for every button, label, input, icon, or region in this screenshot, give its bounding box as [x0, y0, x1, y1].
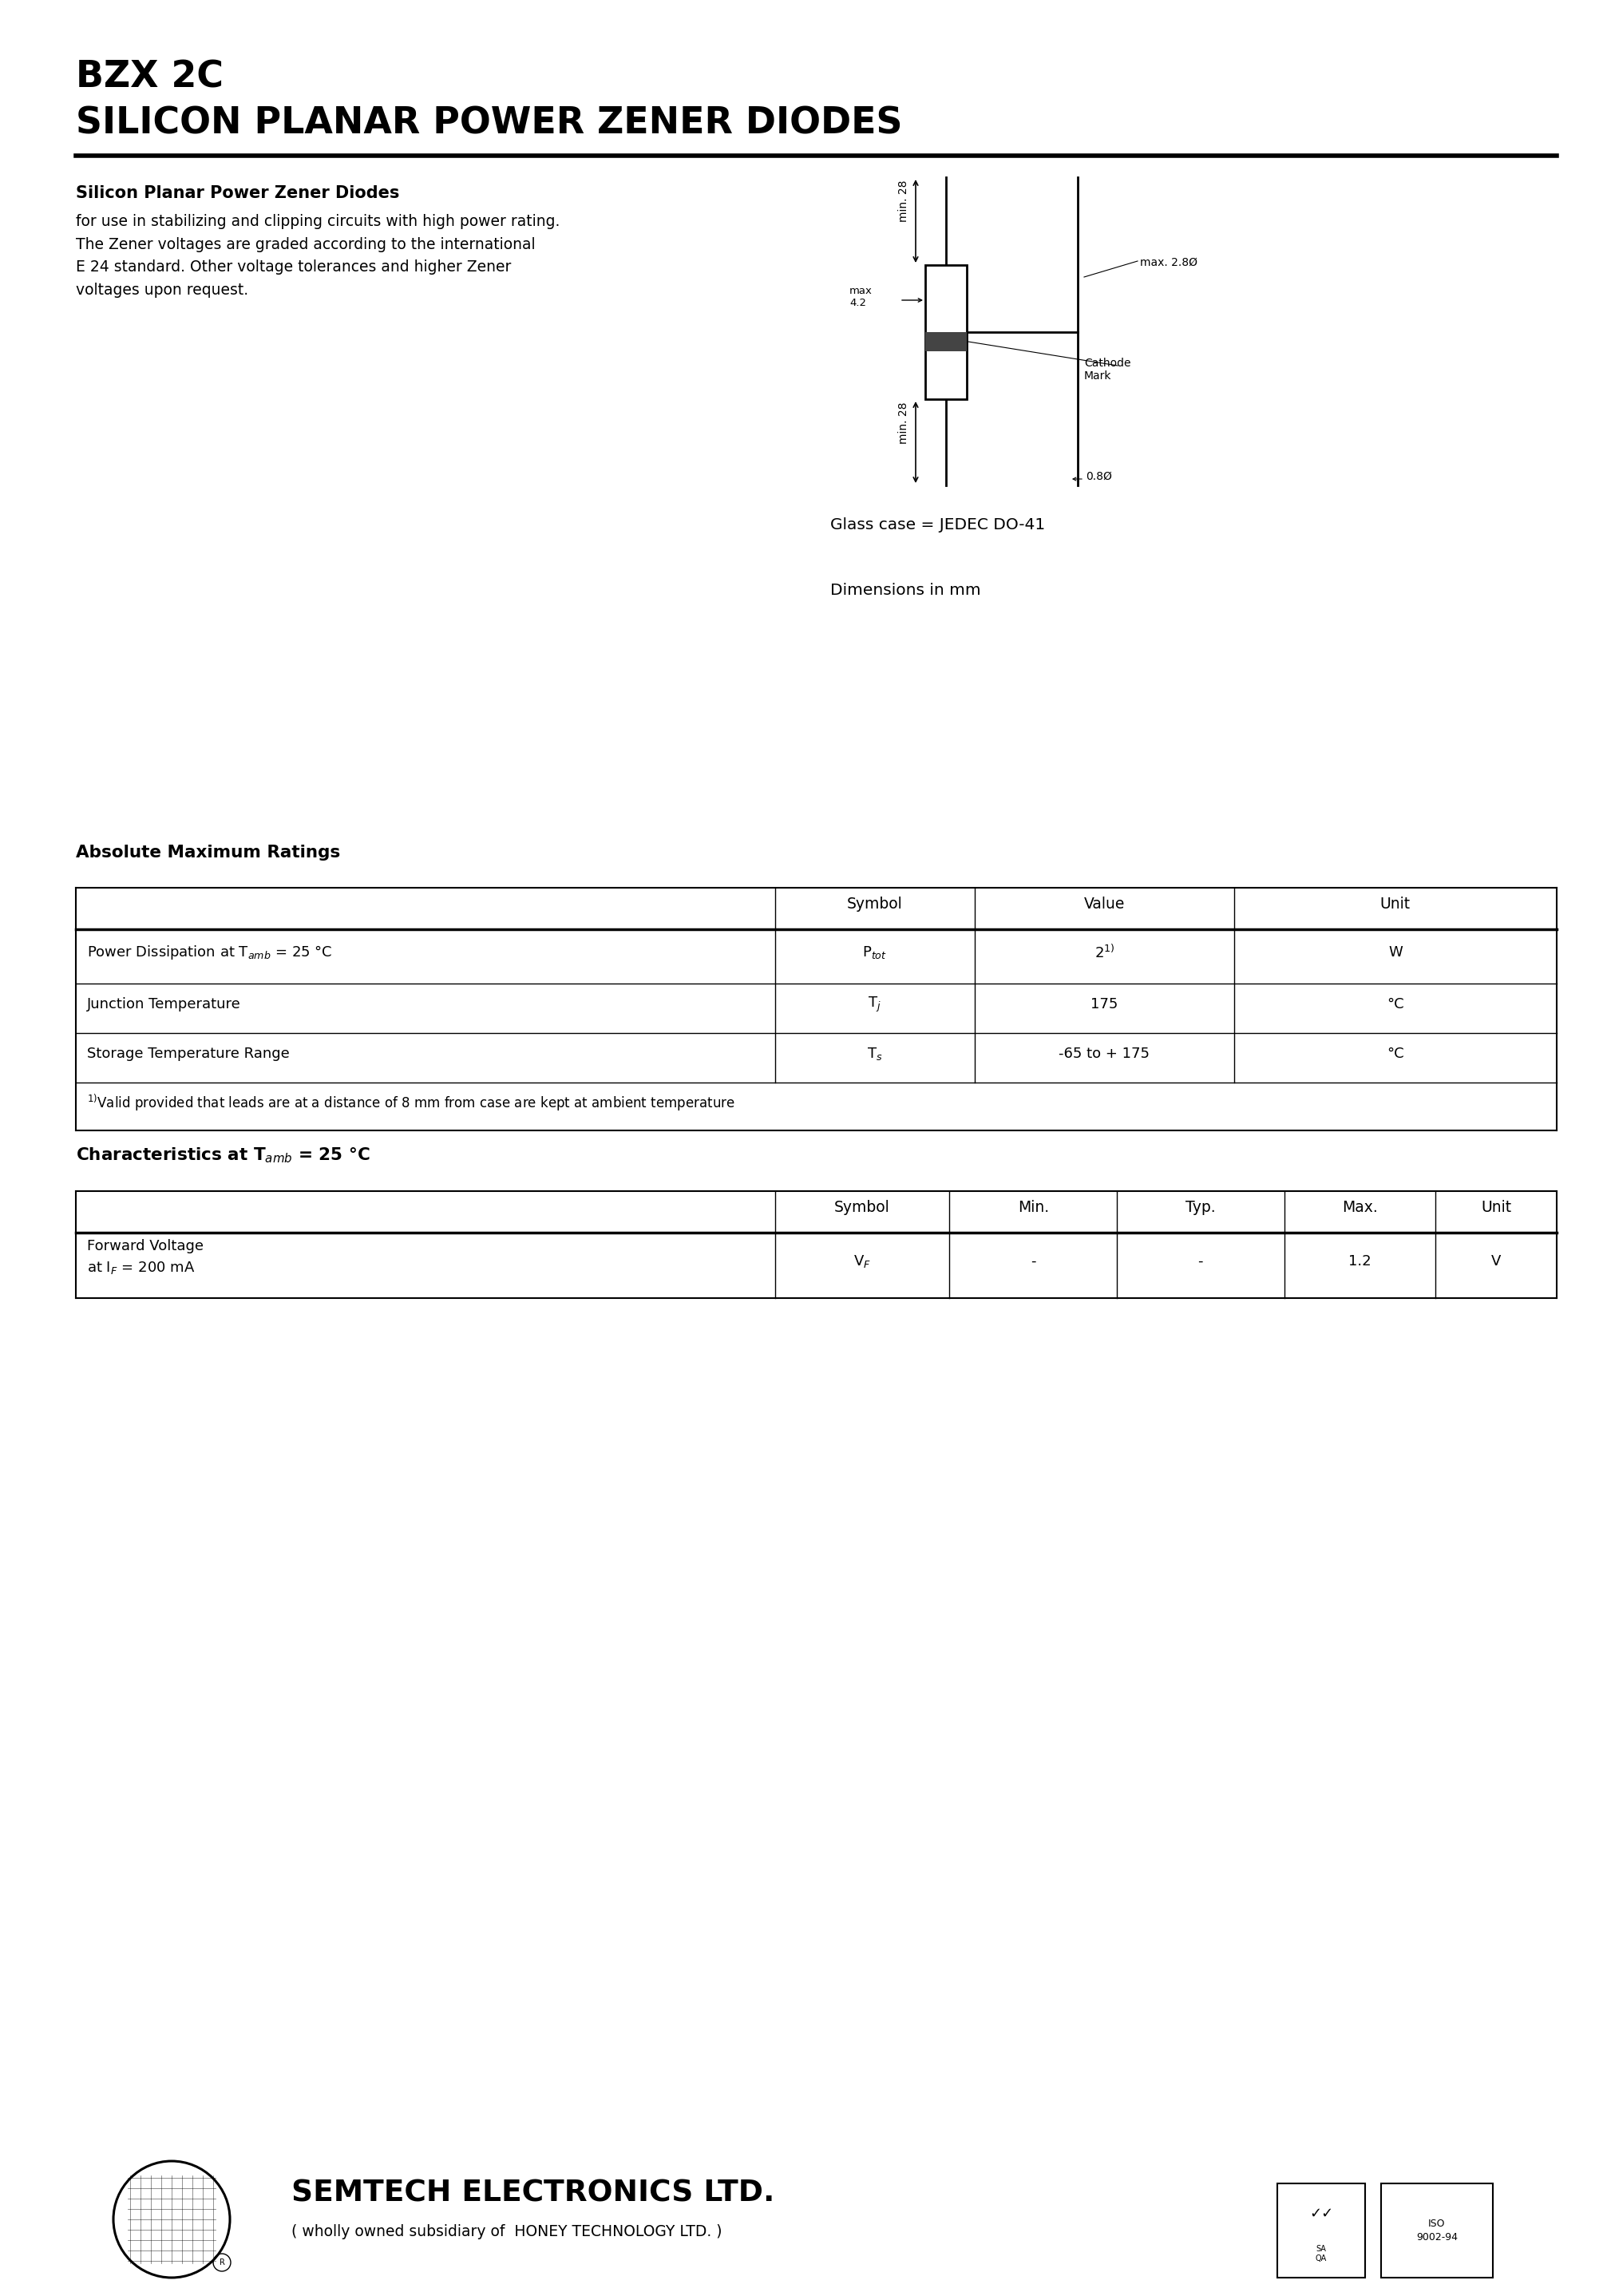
Text: for use in stabilizing and clipping circuits with high power rating.
The Zener v: for use in stabilizing and clipping circ… [76, 214, 559, 298]
Text: 175: 175 [1091, 996, 1118, 1013]
Text: ISO
9002-94: ISO 9002-94 [1416, 2218, 1458, 2243]
Text: SEMTECH ELECTRONICS LTD.: SEMTECH ELECTRONICS LTD. [291, 2179, 775, 2209]
Text: -65 to + 175: -65 to + 175 [1059, 1047, 1149, 1061]
Text: -: - [1197, 1254, 1204, 1270]
Text: Absolute Maximum Ratings: Absolute Maximum Ratings [76, 845, 341, 861]
Text: T$_{j}$: T$_{j}$ [868, 994, 881, 1013]
Text: 2$^{1)}$: 2$^{1)}$ [1094, 944, 1115, 960]
Text: Glass case = JEDEC DO-41: Glass case = JEDEC DO-41 [831, 517, 1045, 533]
Text: ( wholly owned subsidiary of  HONEY TECHNOLOGY LTD. ): ( wholly owned subsidiary of HONEY TECHN… [291, 2225, 722, 2239]
Text: Symbol: Symbol [847, 898, 903, 912]
Bar [1380, 2183, 1493, 2278]
Text: T$_{s}$: T$_{s}$ [868, 1045, 882, 1061]
Text: Power Dissipation at T$_{amb}$ = 25 °C: Power Dissipation at T$_{amb}$ = 25 °C [87, 944, 333, 962]
Text: $^{1)}$Valid provided that leads are at a distance of 8 mm from case are kept at: $^{1)}$Valid provided that leads are at … [87, 1093, 734, 1114]
Text: Silicon Planar Power Zener Diodes: Silicon Planar Power Zener Diodes [76, 186, 400, 202]
Text: Characteristics at T$_{amb}$ = 25 °C: Characteristics at T$_{amb}$ = 25 °C [76, 1146, 370, 1164]
Text: -: - [1030, 1254, 1037, 1270]
Text: SA
QA: SA QA [1316, 2245, 1327, 2262]
Bar [1278, 2183, 1364, 2278]
Text: max. 2.8Ø: max. 2.8Ø [1139, 257, 1197, 269]
Text: Min.: Min. [1017, 1201, 1049, 1215]
Text: SILICON PLANAR POWER ZENER DIODES: SILICON PLANAR POWER ZENER DIODES [76, 106, 903, 142]
Text: °C: °C [1387, 996, 1405, 1013]
Text: Forward Voltage
at I$_F$ = 200 mA: Forward Voltage at I$_F$ = 200 mA [87, 1238, 204, 1277]
Text: 1.2: 1.2 [1348, 1254, 1371, 1270]
Text: Max.: Max. [1342, 1201, 1377, 1215]
Text: Typ.: Typ. [1186, 1201, 1215, 1215]
Text: ✓✓: ✓✓ [1310, 2206, 1334, 2220]
Text: Cathode
Mark: Cathode Mark [1085, 358, 1131, 381]
Text: Unit: Unit [1380, 898, 1411, 912]
Text: V: V [1491, 1254, 1501, 1270]
Text: Dimensions in mm: Dimensions in mm [831, 583, 980, 597]
Text: 0.8Ø: 0.8Ø [1086, 471, 1112, 482]
Text: Junction Temperature: Junction Temperature [87, 996, 241, 1013]
Text: max
4.2: max 4.2 [850, 285, 873, 308]
Bar [926, 333, 967, 351]
Text: min. 28: min. 28 [898, 181, 910, 223]
Text: °C: °C [1387, 1047, 1405, 1061]
Text: R: R [219, 2259, 225, 2266]
Text: W: W [1388, 946, 1403, 960]
Text: V$_F$: V$_F$ [853, 1254, 871, 1270]
Text: BZX 2C: BZX 2C [76, 60, 223, 96]
Text: Symbol: Symbol [834, 1201, 890, 1215]
Text: min. 28: min. 28 [898, 402, 910, 443]
Text: Value: Value [1083, 898, 1125, 912]
Text: Storage Temperature Range: Storage Temperature Range [87, 1047, 289, 1061]
Text: Unit: Unit [1480, 1201, 1511, 1215]
Text: P$_{tot}$: P$_{tot}$ [863, 944, 887, 960]
Bar [926, 264, 967, 400]
